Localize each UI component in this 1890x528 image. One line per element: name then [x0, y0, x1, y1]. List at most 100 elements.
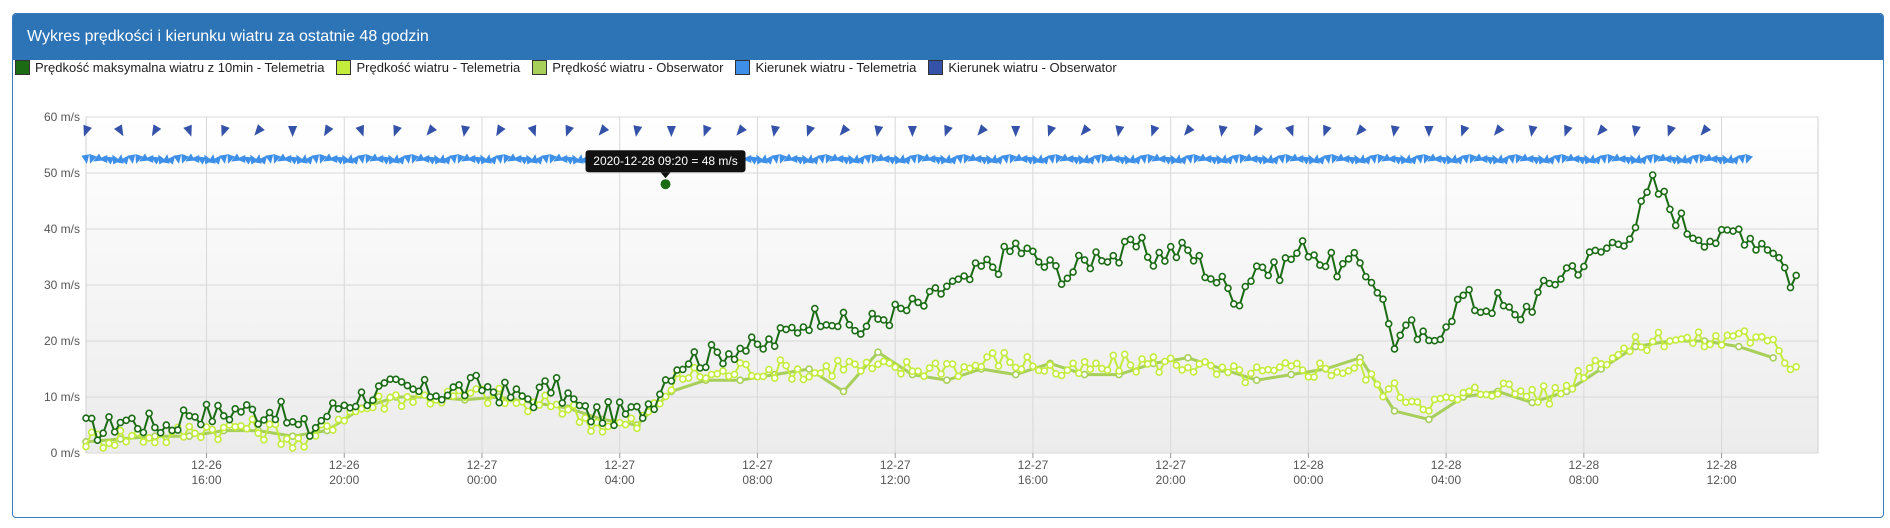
- data-point: [684, 374, 693, 382]
- wind-direction-arrow: [572, 154, 581, 165]
- wind-direction-arrow: [529, 154, 538, 164]
- wind-direction-arrow: [1093, 154, 1102, 164]
- wind-direction-arrow: [1156, 155, 1166, 163]
- x-tick-label-date: 12-27: [604, 458, 635, 472]
- data-point: [420, 375, 429, 384]
- data-point: [524, 395, 532, 403]
- data-point: [1052, 261, 1060, 270]
- wind-direction-arrow: [1185, 154, 1194, 164]
- data-point: [638, 414, 647, 423]
- data-point: [1057, 371, 1066, 380]
- legend-item-direction-telemetry[interactable]: Kierunek wiatru - Telemetria: [735, 60, 916, 75]
- wind-direction-arrow: [902, 155, 912, 165]
- data-point: [260, 416, 268, 424]
- data-point: [323, 412, 331, 421]
- data-point: [1528, 308, 1536, 316]
- wind-direction-arrow: [518, 156, 529, 165]
- data-point: [1126, 235, 1135, 244]
- wind-direction-arrow: [1346, 156, 1357, 165]
- wind-direction-arrow: [1570, 155, 1580, 163]
- data-point: [271, 415, 280, 424]
- data-point: [994, 270, 1003, 279]
- data-point: [1671, 221, 1680, 230]
- wind-direction-arrow: [541, 154, 550, 164]
- wind-direction-arrow: [236, 155, 246, 163]
- data-point: [87, 414, 96, 423]
- data-point: [707, 340, 716, 349]
- wind-direction-arrow: [1340, 155, 1350, 163]
- legend-label: Prędkość wiatru - Obserwator: [552, 60, 724, 75]
- data-point: [363, 401, 372, 410]
- wind-direction-arrow: [794, 156, 805, 165]
- data-point: [1631, 332, 1640, 341]
- wind-direction-arrow: [1064, 155, 1074, 163]
- wind-direction-arrow: [1018, 155, 1028, 163]
- data-point: [357, 388, 366, 397]
- data-point: [1327, 248, 1336, 257]
- data-point: [99, 444, 107, 452]
- data-point: [328, 399, 337, 407]
- data-point: [1029, 247, 1037, 256]
- wind-direction-arrow: [1691, 154, 1700, 164]
- data-point: [437, 395, 446, 404]
- data-point: [1528, 385, 1536, 394]
- wind-direction-arrow: [549, 153, 557, 164]
- data-point: [656, 390, 664, 399]
- data-point: [1063, 366, 1072, 375]
- wind-direction-arrow: [940, 154, 949, 165]
- data-point: [983, 255, 991, 264]
- legend-item-max-wind-telemetry[interactable]: Prędkość maksymalna wiatru z 10min - Tel…: [15, 60, 324, 75]
- legend-swatch: [532, 60, 548, 75]
- wind-direction-arrow: [1086, 155, 1096, 165]
- wind-direction-arrow: [534, 155, 544, 165]
- legend-item-wind-observer[interactable]: Prędkość wiatru - Obserwator: [532, 60, 723, 75]
- data-point: [1746, 234, 1755, 243]
- data-point: [1545, 279, 1554, 288]
- legend-item-direction-observer[interactable]: Kierunek wiatru - Obserwator: [928, 60, 1117, 75]
- data-point: [415, 387, 423, 396]
- data-point: [1235, 366, 1244, 374]
- data-point: [225, 415, 234, 424]
- data-point: [1494, 390, 1502, 398]
- observer-direction-arrow: [288, 126, 298, 137]
- data-point: [1511, 310, 1519, 319]
- data-point: [1453, 295, 1462, 304]
- data-point: [1694, 236, 1703, 245]
- data-point: [701, 374, 710, 383]
- chart-tooltip: 2020-12-28 09:20 = 48 m/s: [585, 150, 746, 192]
- wind-direction-arrow: [897, 154, 906, 164]
- data-point: [633, 402, 641, 411]
- data-point: [1034, 258, 1043, 266]
- wind-direction-arrow: [227, 153, 235, 164]
- data-point: [501, 378, 509, 387]
- data-point: [472, 371, 481, 380]
- wind-direction-arrow: [856, 155, 866, 165]
- data-point: [667, 377, 676, 385]
- wind-direction-arrow: [512, 155, 522, 163]
- data-point: [868, 309, 877, 318]
- data-point: [805, 365, 813, 373]
- data-point: [93, 436, 102, 445]
- data-point: [908, 294, 917, 303]
- legend-swatch: [15, 60, 30, 75]
- data-point: [455, 381, 463, 389]
- data-point: [283, 434, 291, 443]
- wind-direction-arrow: [503, 153, 511, 164]
- data-point: [747, 371, 756, 380]
- data-point: [902, 357, 911, 366]
- wind-direction-arrow: [253, 154, 262, 164]
- data-point: [294, 434, 303, 443]
- wind-direction-arrow: [1745, 153, 1753, 164]
- wind-direction-arrow: [1101, 153, 1109, 164]
- data-point: [965, 364, 974, 373]
- wind-direction-arrow: [1124, 154, 1133, 165]
- wind-direction-arrow: [342, 154, 351, 165]
- data-point: [793, 329, 802, 337]
- legend-item-wind-telemetry[interactable]: Prędkość wiatru - Telemetria: [336, 60, 520, 75]
- data-point: [564, 389, 572, 397]
- x-tick-label-time: 16:00: [192, 473, 222, 487]
- legend-label: Prędkość wiatru - Telemetria: [356, 60, 521, 75]
- data-point: [1562, 381, 1571, 390]
- data-point: [478, 386, 486, 395]
- data-point: [1545, 400, 1554, 408]
